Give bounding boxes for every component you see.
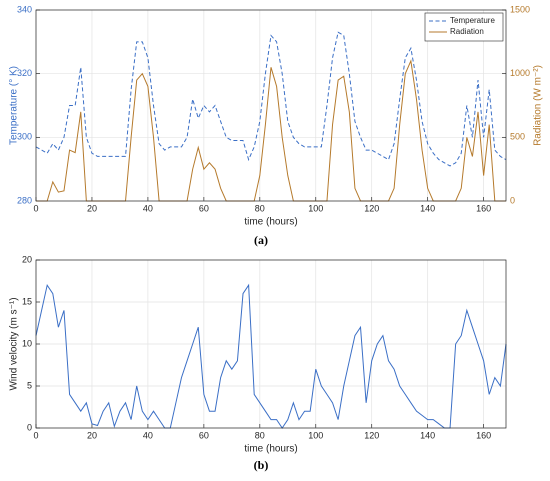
- x-tick-label: 100: [308, 430, 323, 440]
- y-axis-label: Wind velocity (m s⁻¹): [9, 297, 20, 390]
- y-tick-label: 320: [17, 68, 32, 78]
- x-tick-label: 40: [143, 203, 153, 213]
- y-tick-label: 15: [22, 296, 32, 306]
- x-tick-label: 160: [476, 430, 491, 440]
- x-tick-label: 140: [420, 430, 435, 440]
- x-tick-label: 40: [143, 430, 153, 440]
- legend-label: Temperature: [450, 16, 495, 25]
- y-tick-label: 10: [22, 338, 32, 348]
- y2-tick-label: 1000: [510, 68, 530, 78]
- y-tick-label: 5: [27, 380, 32, 390]
- caption: (a): [254, 233, 268, 247]
- series-line: [35, 31, 507, 167]
- x-tick-label: 100: [308, 203, 323, 213]
- axes-box: [35, 259, 507, 429]
- x-tick-label: 80: [255, 203, 265, 213]
- y2-tick-label: 500: [510, 132, 525, 142]
- legend-label: Radiation: [450, 27, 484, 36]
- x-tick-label: 60: [199, 430, 209, 440]
- y-axis-label: Temperature (° K): [9, 66, 20, 145]
- y-tick-label: 20: [22, 254, 32, 264]
- x-axis-label: time (hours): [244, 217, 297, 228]
- x-tick-label: 120: [364, 203, 379, 213]
- y-tick-label: 0: [27, 422, 32, 432]
- x-tick-label: 80: [255, 430, 265, 440]
- y2-tick-label: 0: [510, 195, 515, 205]
- y-tick-label: 300: [17, 132, 32, 142]
- x-tick-label: 20: [87, 203, 97, 213]
- x-tick-label: 20: [87, 430, 97, 440]
- x-tick-label: 0: [33, 203, 38, 213]
- x-tick-label: 160: [476, 203, 491, 213]
- x-tick-label: 140: [420, 203, 435, 213]
- x-tick-label: 0: [33, 430, 38, 440]
- legend-box: [424, 12, 504, 42]
- x-tick-label: 60: [199, 203, 209, 213]
- y-tick-label: 340: [17, 4, 32, 14]
- x-axis-label: time (hours): [244, 444, 297, 455]
- y2-axis-label: Radiation (W m⁻²): [533, 65, 544, 146]
- x-tick-label: 120: [364, 430, 379, 440]
- y-tick-label: 280: [17, 195, 32, 205]
- axes-box: [35, 9, 507, 202]
- y2-tick-label: 1500: [510, 4, 530, 14]
- caption: (b): [254, 458, 269, 472]
- series-line: [35, 283, 507, 429]
